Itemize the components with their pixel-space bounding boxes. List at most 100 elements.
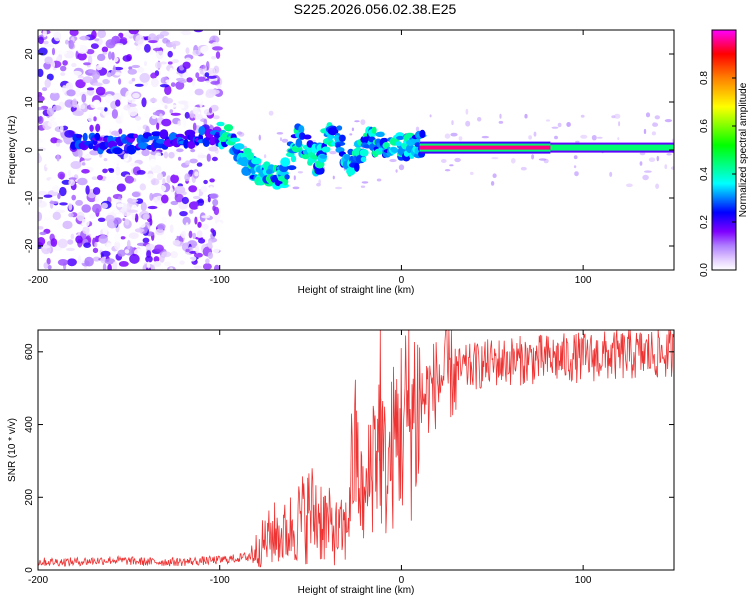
noise-blob	[161, 118, 172, 127]
noise-blob	[618, 121, 621, 127]
noise-blob	[449, 164, 454, 167]
trace-blob	[280, 157, 291, 167]
noise-blob	[59, 186, 67, 197]
noise-blob	[170, 112, 181, 116]
noise-blob	[102, 263, 107, 270]
noise-blob	[596, 136, 603, 139]
noise-blob	[122, 218, 126, 221]
y-tick-label: -10	[24, 190, 35, 205]
noise-blob	[189, 209, 194, 214]
noise-blob	[172, 59, 179, 64]
noise-blob	[115, 166, 121, 176]
noise-blob	[156, 201, 162, 206]
noise-blob	[104, 107, 108, 112]
noise-blob	[551, 126, 559, 129]
noise-blob	[211, 56, 217, 60]
noise-blob	[57, 50, 68, 55]
noise-blob	[196, 230, 203, 238]
noise-blob	[131, 77, 136, 82]
noise-blob	[111, 51, 115, 61]
noise-blob	[538, 158, 547, 161]
noise-blob	[92, 256, 101, 262]
noise-blob	[574, 171, 579, 177]
noise-blob	[207, 240, 213, 249]
noise-blob	[174, 193, 184, 203]
noise-blob	[81, 204, 91, 213]
noise-blob	[89, 213, 96, 220]
noise-blob	[127, 197, 133, 204]
noise-blob	[127, 106, 138, 117]
noise-blob	[51, 47, 56, 56]
noise-blob	[168, 104, 178, 108]
noise-blob	[181, 196, 189, 205]
x-tick-label: -100	[210, 575, 230, 586]
x-tick-label: -100	[210, 275, 230, 286]
noise-blob	[38, 107, 44, 111]
noise-blob	[481, 135, 489, 139]
snr-y-axis: 0 200 400 600	[24, 343, 674, 573]
noise-blob	[209, 178, 215, 183]
noise-blob	[205, 61, 210, 71]
noise-blob	[95, 123, 101, 132]
trace-blob	[284, 174, 290, 180]
trace-blob	[381, 137, 389, 143]
noise-blob	[68, 212, 74, 218]
noise-blob	[112, 261, 118, 270]
noise-blob	[122, 47, 126, 52]
noise-blob	[182, 216, 191, 226]
noise-blob	[101, 202, 108, 209]
noise-blob	[180, 230, 186, 238]
noise-blob	[639, 151, 646, 156]
noise-blob	[146, 261, 151, 269]
noise-blob	[38, 211, 43, 222]
noise-blob	[145, 255, 153, 263]
noise-blob	[160, 61, 167, 65]
noise-blob	[149, 158, 157, 167]
noise-blob	[38, 237, 46, 246]
trace-blob	[155, 138, 166, 144]
noise-blob	[68, 179, 75, 187]
noise-blob	[161, 234, 166, 243]
trace-blob	[414, 142, 422, 148]
noise-blob	[197, 154, 208, 158]
noise-blob	[197, 198, 205, 206]
noise-blob	[126, 239, 131, 250]
noise-blob	[332, 175, 335, 180]
noise-blob	[182, 118, 187, 128]
noise-blob	[444, 169, 451, 172]
noise-blob	[190, 148, 196, 153]
noise-blob	[395, 169, 398, 173]
noise-blob	[360, 119, 366, 125]
noise-blob	[81, 93, 87, 103]
noise-blob	[38, 115, 44, 125]
trace-blob	[112, 147, 123, 155]
noise-blob	[98, 234, 108, 244]
noise-blob	[105, 176, 116, 184]
noise-blob	[147, 205, 158, 210]
noise-blob	[671, 138, 674, 143]
noise-blob	[77, 75, 84, 79]
noise-blob	[209, 89, 220, 95]
y-tick-label: 400	[24, 416, 35, 433]
noise-blob	[75, 199, 83, 206]
noise-blob	[389, 158, 397, 163]
spectrogram-y-label: Frequency (Hz)	[7, 116, 18, 185]
noise-blob	[72, 98, 78, 108]
y-tick-label: 200	[24, 488, 35, 505]
noise-blob	[197, 76, 206, 82]
noise-blob	[50, 238, 58, 247]
noise-blob	[57, 171, 66, 180]
snr-spike	[379, 330, 382, 469]
noise-blob	[142, 81, 148, 86]
noise-blob	[48, 210, 54, 216]
snr-y-label: SNR (10 * v/v)	[7, 418, 18, 482]
trace-blob	[391, 148, 399, 153]
noise-blob	[128, 232, 139, 239]
noise-blob	[102, 78, 110, 85]
noise-blob	[182, 61, 191, 69]
noise-blob	[192, 49, 201, 56]
noise-blob	[644, 170, 652, 173]
noise-blob	[205, 33, 212, 39]
noise-blob	[349, 133, 353, 136]
noise-blob	[47, 97, 51, 105]
